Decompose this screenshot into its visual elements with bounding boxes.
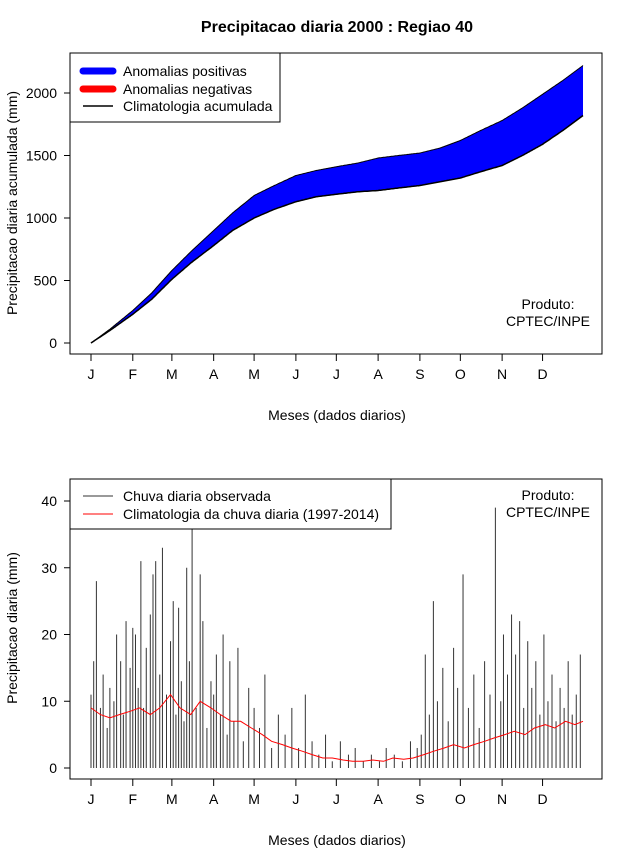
x-tick-label: F [129,366,138,382]
legend-label: Climatologia acumulada [123,98,273,114]
x-tick-label: S [415,791,424,807]
x-tick-label: M [248,791,260,807]
annotation-line: Produto: [522,296,575,312]
legend-label: Anomalias positivas [123,63,247,79]
legend: Chuva diaria observada Climatologia da c… [69,478,392,530]
y-tick-label: 10 [41,693,57,709]
annotation-line: CPTEC/INPE [506,313,590,329]
legend-box [69,478,392,530]
x-tick-label: J [333,791,340,807]
x-tick-label: J [292,366,299,382]
x-tick-label: J [88,366,95,382]
observed-cumulative-line [90,65,584,344]
x-tick-label: S [415,366,424,382]
legend-label: Anomalias negativas [123,81,252,97]
y-tick-label: 500 [34,273,58,289]
x-tick-label: D [537,366,547,382]
x-tick-label: M [166,791,178,807]
plot-area [90,507,584,768]
y-tick-label: 40 [41,493,57,509]
y-axis: 0 10 20 30 40 [41,493,70,776]
x-tick-label: O [455,791,466,807]
x-axis-label: Meses (dados diarios) [268,832,406,848]
y-axis-label: Precipitacao diaria (mm) [4,552,20,704]
y-tick-label: 0 [49,335,57,351]
y-tick-label: 1000 [26,210,57,226]
y-axis: 0 500 1000 1500 2000 [26,85,70,351]
x-tick-label: A [373,366,383,382]
x-tick-label: A [373,791,383,807]
x-axis-label: Meses (dados diarios) [268,407,406,423]
x-tick-label: O [455,366,466,382]
plot-area [90,65,584,344]
annotation-line: CPTEC/INPE [506,504,590,520]
daily-climatology-line [90,693,584,762]
y-tick-label: 1500 [26,148,57,164]
y-axis-label: Precipitacao diaria acumulada (mm) [4,91,20,315]
x-tick-label: J [292,791,299,807]
x-tick-label: A [209,791,219,807]
annotation-line: Produto: [522,487,575,503]
x-tick-label: M [166,366,178,382]
y-tick-label: 0 [49,760,57,776]
x-tick-label: N [497,791,507,807]
x-tick-label: J [333,366,340,382]
legend: Anomalias positivas Anomalias negativas … [69,52,281,123]
x-tick-label: J [88,791,95,807]
x-tick-label: N [497,366,507,382]
y-tick-label: 20 [41,627,57,643]
climatology-cumulative-line [90,114,584,344]
legend-label: Climatologia da chuva diaria (1997-2014) [123,506,379,522]
daily-panel: 0 10 20 30 40 J F M A M J J A S O N D Meses (dados diar… [4,478,603,848]
y-tick-label: 30 [41,560,57,576]
legend-label: Chuva diaria observada [123,488,271,504]
x-tick-label: A [209,366,219,382]
x-tick-label: D [537,791,547,807]
cumulative-panel: 0 500 1000 1500 2000 J F M A M J J A S O N D Meses (dad… [4,52,603,423]
x-tick-label: M [248,366,260,382]
chart-title: Precipitacao diaria 2000 : Regiao 40 [201,19,473,36]
x-tick-label: F [129,791,138,807]
y-tick-label: 2000 [26,85,57,101]
